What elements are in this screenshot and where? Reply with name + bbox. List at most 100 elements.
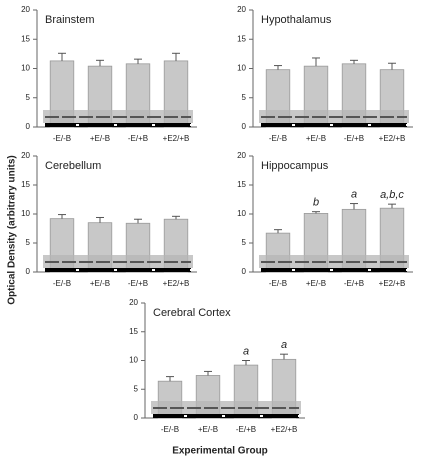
- error-bar: [58, 214, 66, 219]
- significance-label: a,b,c: [380, 189, 404, 201]
- x-tick-label: -E/-B: [161, 425, 179, 434]
- y-tick-label: 20: [21, 151, 30, 160]
- y-tick-label: 5: [242, 93, 247, 102]
- x-tick-label: +E2/+B: [163, 279, 190, 288]
- y-tick-label: 0: [242, 267, 247, 276]
- y-tick-label: 15: [21, 34, 30, 43]
- error-bar: [134, 58, 142, 64]
- y-tick-label: 15: [21, 180, 30, 189]
- x-tick-label: -E/+B: [344, 279, 364, 288]
- y-tick-label: 20: [129, 298, 138, 307]
- strip-marker: [190, 269, 193, 271]
- error-bar: [274, 229, 282, 234]
- y-tick-label: 0: [242, 122, 247, 131]
- x-tick-label: -E/-B: [53, 134, 71, 143]
- error-bar: [312, 211, 320, 214]
- strip-marker: [406, 124, 409, 126]
- error-bar: [242, 360, 250, 366]
- error-bar: [96, 216, 104, 223]
- group-strip: [153, 414, 299, 418]
- panel-title: Hippocampus: [261, 160, 329, 172]
- error-bar: [172, 215, 180, 220]
- error-bar: [166, 376, 174, 382]
- error-bar: [280, 353, 288, 360]
- y-tick-label: 5: [26, 93, 31, 102]
- x-tick-label: -E/-B: [53, 279, 71, 288]
- y-tick-label: 10: [129, 356, 138, 365]
- strip-marker: [76, 269, 79, 271]
- group-strip: [261, 268, 407, 272]
- strip-marker: [114, 124, 117, 126]
- error-bar: [134, 218, 142, 224]
- error-bar: [96, 59, 104, 67]
- error-bar: [388, 203, 396, 209]
- y-tick-label: 5: [242, 238, 247, 247]
- significance-label: b: [313, 197, 319, 209]
- y-tick-label: 0: [134, 413, 139, 422]
- y-tick-label: 5: [134, 384, 139, 393]
- strip-marker: [330, 124, 333, 126]
- x-tick-label: +E/-B: [198, 425, 218, 434]
- y-tick-label: 0: [26, 122, 31, 131]
- y-tick-label: 10: [21, 64, 30, 73]
- x-tick-label: -E/+B: [128, 279, 148, 288]
- group-strip: [261, 123, 407, 127]
- y-axis-label: Optical Density (arbitrary units): [7, 155, 18, 304]
- y-tick-label: 20: [237, 151, 246, 160]
- strip-marker: [114, 269, 117, 271]
- x-tick-label: +E/-B: [306, 134, 326, 143]
- error-bar: [204, 370, 212, 376]
- x-tick-label: +E2/+B: [271, 425, 298, 434]
- strip-marker: [368, 124, 371, 126]
- y-tick-label: 5: [26, 238, 31, 247]
- y-tick-label: 20: [21, 5, 30, 14]
- strip-marker: [368, 269, 371, 271]
- significance-label: a: [243, 345, 249, 357]
- significance-label: a: [351, 188, 357, 200]
- x-tick-label: -E/-B: [269, 134, 287, 143]
- strip-marker: [152, 269, 155, 271]
- y-tick-label: 15: [237, 34, 246, 43]
- significance-label: a: [281, 339, 287, 351]
- x-tick-label: -E/+B: [344, 134, 364, 143]
- error-bar: [274, 65, 282, 70]
- group-strip: [45, 268, 191, 272]
- panel-title: Hypothalamus: [261, 14, 332, 26]
- strip-marker: [406, 269, 409, 271]
- x-tick-label: +E2/+B: [163, 134, 190, 143]
- y-tick-label: 0: [26, 267, 31, 276]
- strip-marker: [292, 124, 295, 126]
- panel-title: Cerebellum: [45, 160, 101, 172]
- x-tick-label: +E/-B: [90, 134, 110, 143]
- x-tick-label: +E/-B: [306, 279, 326, 288]
- y-tick-label: 20: [237, 5, 246, 14]
- error-bar: [312, 57, 320, 67]
- x-tick-label: -E/+B: [236, 425, 256, 434]
- group-strip: [45, 123, 191, 127]
- x-tick-label: -E/+B: [128, 134, 148, 143]
- strip-marker: [76, 124, 79, 126]
- strip-marker: [298, 415, 301, 417]
- strip-marker: [330, 269, 333, 271]
- error-bar: [172, 52, 180, 61]
- strip-marker: [152, 124, 155, 126]
- error-bar: [58, 52, 66, 61]
- panel-title: Cerebral Cortex: [153, 307, 231, 319]
- strip-marker: [184, 415, 187, 417]
- x-tick-label: +E2/+B: [379, 279, 406, 288]
- y-tick-label: 15: [237, 180, 246, 189]
- error-bar: [388, 62, 396, 70]
- x-tick-label: -E/-B: [269, 279, 287, 288]
- strip-marker: [260, 415, 263, 417]
- y-tick-label: 15: [129, 327, 138, 336]
- y-tick-label: 10: [21, 209, 30, 218]
- strip-marker: [292, 269, 295, 271]
- x-axis-label: Experimental Group: [172, 446, 268, 457]
- panel-title: Brainstem: [45, 14, 95, 26]
- y-tick-label: 10: [237, 209, 246, 218]
- x-tick-label: +E2/+B: [379, 134, 406, 143]
- error-bar: [350, 203, 358, 210]
- y-tick-label: 10: [237, 64, 246, 73]
- x-tick-label: +E/-B: [90, 279, 110, 288]
